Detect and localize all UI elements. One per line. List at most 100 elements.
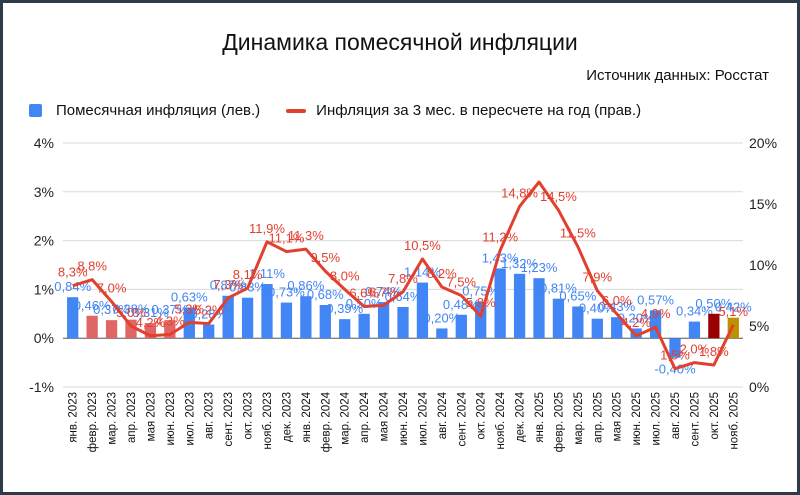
line-data-label: 11,1% xyxy=(268,231,304,246)
x-axis-tick: сент. 2024 xyxy=(456,391,468,446)
x-axis-tick: авг. 2023 xyxy=(204,392,216,439)
bar xyxy=(144,323,157,339)
bar xyxy=(261,284,273,339)
x-axis-tick: мая 2025 xyxy=(612,392,624,441)
x-axis-tick: июн. 2024 xyxy=(398,391,410,445)
left-axis-tick: 0% xyxy=(34,330,54,346)
bar xyxy=(280,302,293,339)
x-axis-tick: мар. 2025 xyxy=(573,392,585,445)
bar-data-label: 0,87% xyxy=(210,278,247,293)
bar xyxy=(533,278,545,339)
line-data-label: 5,2% xyxy=(194,303,224,318)
bar-data-label: 0,73% xyxy=(268,285,305,300)
bar-data-label: 0,63% xyxy=(171,289,208,304)
bar xyxy=(397,306,409,339)
x-axis-tick: февр. 2023 xyxy=(87,392,99,452)
x-axis-tick: июн. 2023 xyxy=(165,392,177,445)
bar-data-label: 0,74% xyxy=(365,284,402,299)
bar-data-label: 0,34% xyxy=(676,304,713,319)
legend-item-line[interactable]: Инфляция за 3 мес. в пересчете на год (п… xyxy=(286,102,641,119)
left-axis-tick: 3% xyxy=(34,184,54,200)
x-axis-tick: дек. 2024 xyxy=(515,391,527,442)
source-note: Источник данных: Росстат xyxy=(586,67,769,84)
bar-data-label: 0,48% xyxy=(443,297,480,312)
line-data-label: 1,8% xyxy=(699,344,729,359)
bar-data-label: 0,20% xyxy=(618,310,655,325)
line-data-label: 4,3% xyxy=(155,314,185,329)
bar xyxy=(203,324,215,339)
right-axis-tick: 20% xyxy=(749,135,777,151)
line-data-label: 7,3% xyxy=(213,277,243,292)
inflation-3m-line xyxy=(72,180,735,371)
line-data-label: 5,8% xyxy=(466,295,496,310)
line-data-label: 6,0% xyxy=(602,293,632,308)
bar xyxy=(688,321,701,339)
line-data-label: 4,9% xyxy=(641,306,671,321)
bar xyxy=(669,338,681,358)
legend-line-swatch xyxy=(286,108,307,113)
x-axis-tick: июн. 2025 xyxy=(631,392,643,445)
line-data-label: 14,8% xyxy=(501,185,538,200)
bar xyxy=(436,328,448,339)
x-axis-tick: окт. 2025 xyxy=(709,392,721,440)
bar xyxy=(552,298,565,339)
x-axis-tick: февр. 2025 xyxy=(553,392,565,452)
line-data-label: 7,9% xyxy=(582,270,612,285)
bar xyxy=(105,320,118,339)
x-axis-tick: мар. 2023 xyxy=(107,392,119,445)
bar xyxy=(611,317,623,339)
x-axis-tick: окт. 2023 xyxy=(243,392,255,440)
right-axis-tick: 5% xyxy=(749,318,769,334)
bar xyxy=(319,305,331,339)
x-axis-tick: сент. 2025 xyxy=(689,392,701,446)
bar xyxy=(649,310,662,339)
bar xyxy=(377,302,390,339)
x-axis-tick: нояб. 2023 xyxy=(262,392,274,450)
bar xyxy=(708,313,720,339)
line-data-label: 8,1% xyxy=(233,267,263,282)
legend-item-bar[interactable]: Помесячная инфляция (лев.) xyxy=(29,102,260,119)
bar-data-label: 0,81% xyxy=(540,281,577,296)
line-data-label: 5,3% xyxy=(174,301,204,316)
bar xyxy=(164,320,176,339)
bar-data-label: 0,39% xyxy=(326,301,363,316)
line-data-label: 6,7% xyxy=(369,284,399,299)
left-axis-tick: 4% xyxy=(34,135,54,151)
x-axis-tick: июл. 2023 xyxy=(184,392,196,445)
line-data-label: 8,3% xyxy=(58,265,88,280)
line-data-label: 4,2% xyxy=(136,315,166,330)
line-data-label: 8,8% xyxy=(77,259,107,274)
x-axis-tick: мая 2024 xyxy=(379,391,391,441)
x-axis-tick: мая 2023 xyxy=(145,392,157,441)
bar xyxy=(455,314,467,339)
line-data-label: 11,9% xyxy=(249,221,285,236)
bar xyxy=(339,319,351,339)
legend-bar-swatch xyxy=(29,104,42,117)
x-axis-tick: июл. 2024 xyxy=(417,391,429,445)
line-data-label: 7,0% xyxy=(97,281,127,296)
bar xyxy=(241,297,254,339)
bar-data-label: 0,46% xyxy=(74,298,111,313)
x-axis-tick: дек. 2023 xyxy=(281,392,293,442)
left-axis-tick: 2% xyxy=(34,233,54,249)
x-axis-tick: апр. 2025 xyxy=(592,392,604,443)
right-axis-tick: 10% xyxy=(749,257,777,273)
bar-data-label: 0,20% xyxy=(423,310,460,325)
bar-data-label: 1,23% xyxy=(521,260,558,275)
bar-data-label: 0,37% xyxy=(151,302,188,317)
line-data-label: 5,1% xyxy=(718,304,748,319)
bar-data-label: 0,50% xyxy=(695,296,732,311)
bar-data-label: 1,11% xyxy=(249,266,285,281)
line-data-label: 8,0% xyxy=(330,268,360,283)
bar xyxy=(125,319,137,339)
left-axis-tick: -1% xyxy=(29,379,54,395)
bar xyxy=(300,296,312,339)
bar xyxy=(67,297,79,339)
right-axis-tick: 15% xyxy=(749,196,777,212)
line-data-label: 11,3% xyxy=(288,228,324,243)
x-axis-tick: сент. 2023 xyxy=(223,392,235,446)
bar-data-label: 0,64% xyxy=(385,289,422,304)
chart-title: Динамика помесячной инфляции xyxy=(222,29,578,55)
x-axis-tick: авг. 2025 xyxy=(670,392,682,439)
